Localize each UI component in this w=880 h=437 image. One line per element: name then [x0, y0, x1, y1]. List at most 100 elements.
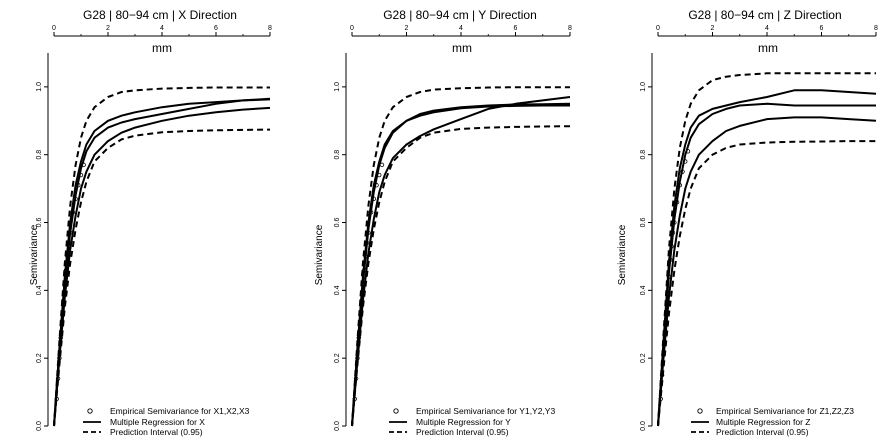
empirical-point [357, 318, 363, 324]
legend-solid-label: Multiple Regression for Y [416, 417, 511, 427]
panel-z-ylabel: Semivariance [617, 224, 628, 285]
y-tick-label: 0.6 [640, 218, 647, 228]
panel-y-direction: G28 | 80−94 cm | Y Direction 0 2 4 6 8 0.0 0.2… [314, 8, 572, 437]
x-tick-label: 0 [52, 25, 56, 32]
legend-points-marker [393, 408, 399, 414]
y-tick-label: 0.4 [36, 285, 43, 295]
empirical-point [78, 172, 84, 178]
empirical-point [352, 396, 357, 402]
y-tick-label: 0.0 [640, 421, 647, 431]
y-tick-label: 0.8 [36, 150, 43, 160]
panel-y-ylabel: Semivariance [314, 224, 325, 285]
panel-y-xlabel: mm [452, 41, 472, 55]
empirical-point [81, 162, 86, 168]
prediction-interval-line [351, 125, 571, 427]
y-tick-label: 0.0 [334, 421, 341, 431]
empirical-point [62, 281, 68, 286]
prediction-interval-line [351, 86, 570, 427]
panel-x-title: G28 | 80−94 cm | X Direction [83, 8, 237, 22]
y-tick-label: 1.0 [640, 82, 647, 92]
legend-solid-label: Multiple Regression for Z [716, 417, 810, 427]
x-tick-label: 4 [765, 25, 769, 32]
regression-line [351, 104, 570, 427]
empirical-point [359, 298, 364, 303]
empirical-point [54, 396, 59, 402]
empirical-point [356, 335, 362, 341]
empirical-point [677, 183, 682, 188]
empirical-point [371, 196, 376, 201]
panel-x-direction: G28 | 80−94 cm | X Direction 0 2 4 6 8 0.0 0.2… [29, 8, 272, 437]
empirical-point [683, 159, 688, 164]
legend-solid-label: Multiple Regression for X [110, 417, 205, 427]
empirical-point [379, 162, 385, 168]
x-tick-label: 8 [568, 25, 572, 32]
empirical-point [368, 210, 374, 215]
legend-dashed-label: Prediction Interval (0.95) [416, 427, 509, 437]
empirical-point [658, 396, 663, 402]
empirical-point [61, 298, 66, 303]
regression-line [53, 98, 271, 427]
y-tick-label: 0.6 [334, 218, 341, 228]
x-tick-label: 2 [405, 25, 409, 32]
empirical-point [377, 172, 382, 178]
panel-y-title: G28 | 80−94 cm | Y Direction [383, 8, 537, 22]
empirical-point [662, 332, 668, 337]
x-tick-label: 4 [160, 25, 164, 32]
x-tick-label: 0 [656, 25, 660, 32]
panel-x-ylabel: Semivariance [29, 224, 40, 285]
empirical-point [668, 257, 673, 263]
panel-z-xlabel: mm [758, 41, 778, 55]
x-tick-label: 6 [514, 25, 518, 32]
legend-points-label: Empirical Semivariance for Z1,Z2,Z3 [716, 406, 854, 416]
y-tick-label: 0.2 [640, 353, 647, 363]
y-tick-label: 0.4 [334, 285, 341, 295]
empirical-point [63, 267, 69, 273]
empirical-point [669, 244, 674, 249]
y-tick-label: 0.8 [334, 150, 341, 160]
empirical-point [666, 274, 672, 279]
y-tick-label: 0.0 [36, 421, 43, 431]
legend-points-marker [87, 408, 93, 414]
empirical-point [665, 291, 670, 296]
empirical-point [57, 355, 62, 361]
y-tick-label: 0.4 [640, 285, 647, 295]
regression-line [657, 102, 876, 427]
empirical-point [76, 183, 81, 188]
empirical-point [65, 254, 70, 259]
legend-points-marker [697, 408, 703, 414]
legend-points-label: Empirical Semivariance for Y1,Y2,Y3 [416, 406, 555, 416]
empirical-point [55, 376, 61, 381]
empirical-point [685, 149, 691, 154]
regression-line [657, 116, 877, 427]
regression-line [351, 96, 571, 427]
regression-line [53, 97, 271, 427]
prediction-interval-line [53, 128, 271, 427]
empirical-point [363, 254, 368, 259]
prediction-interval-line [657, 140, 876, 427]
empirical-point [362, 267, 367, 273]
empirical-point [355, 355, 360, 361]
legend-dashed-label: Prediction Interval (0.95) [716, 427, 809, 437]
empirical-point [674, 199, 680, 205]
empirical-point [73, 196, 78, 201]
empirical-point [670, 230, 676, 235]
regression-line [351, 102, 571, 427]
y-tick-label: 0.2 [334, 353, 341, 363]
x-tick-label: 2 [106, 25, 110, 32]
empirical-point [366, 230, 371, 235]
empirical-point [67, 230, 73, 235]
panel-y-legend: Empirical Semivariance for Y1,Y2,Y3 Mult… [389, 406, 555, 437]
empirical-point [58, 335, 63, 341]
legend-dashed-label: Prediction Interval (0.95) [110, 427, 203, 437]
x-tick-label: 6 [820, 25, 824, 32]
x-tick-label: 6 [214, 25, 218, 32]
empirical-point [353, 376, 359, 381]
empirical-point [66, 240, 72, 246]
panel-z-direction: G28 | 80−94 cm | Z Direction 0 2 4 6 8 0.0 0.2… [617, 8, 878, 437]
empirical-point [659, 372, 665, 378]
prediction-interval-line [53, 86, 270, 427]
empirical-point [680, 169, 685, 174]
empirical-point [672, 220, 677, 225]
empirical-point [374, 183, 379, 188]
